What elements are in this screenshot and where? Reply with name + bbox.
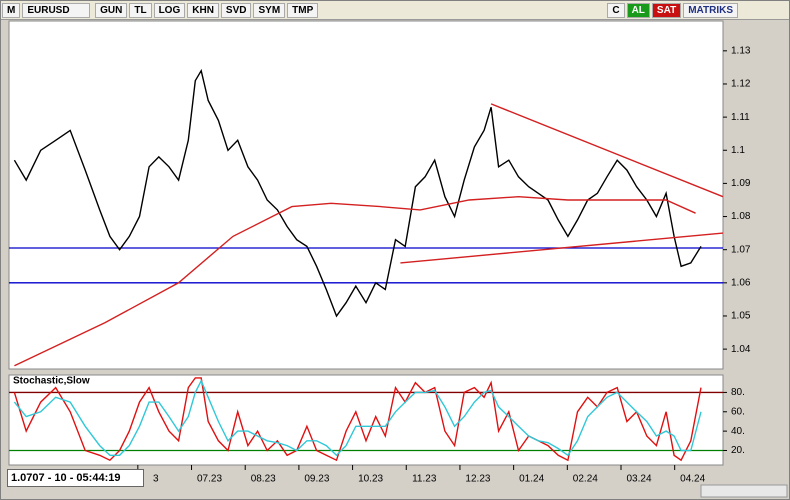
y-tick-label: 1.13	[731, 45, 751, 56]
y-tick-label: 20.	[731, 445, 745, 456]
stoch-title: Stochastic,Slow	[13, 376, 90, 387]
x-tick-label: 03.24	[626, 474, 651, 485]
x-tick-label: 02.24	[573, 474, 598, 485]
scrollbar[interactable]	[700, 484, 788, 498]
y-tick-label: 1.07	[731, 244, 751, 255]
x-tick-label: 3	[153, 474, 159, 485]
toolbar-button[interactable]: KHN	[187, 3, 219, 18]
y-tick-label: 1.1	[731, 145, 745, 156]
status-box: 1.0707 - 10 - 05:44:19	[7, 469, 144, 487]
y-tick-label: 1.06	[731, 277, 751, 288]
price-panel	[8, 20, 724, 370]
y-tick-label: 1.11	[731, 112, 750, 123]
toolbar-button[interactable]: SAT	[651, 3, 682, 18]
series-line	[400, 232, 724, 264]
y-tick-label: 60.	[731, 406, 745, 417]
toolbar-button[interactable]: TMP	[287, 3, 319, 18]
y-tick-label: 1.04	[731, 344, 751, 355]
toolbar-button[interactable]: SVD	[220, 3, 252, 18]
x-tick-label: 10.23	[358, 474, 383, 485]
symbol[interactable]: EURUSD	[22, 3, 91, 18]
toolbar-button[interactable]: TL	[129, 3, 152, 18]
series-line	[13, 377, 702, 462]
series-line	[14, 195, 696, 367]
y-tick-label: 1.12	[731, 79, 751, 90]
x-tick-label: 11.23	[412, 474, 437, 485]
y-tick-label: 40.	[731, 426, 745, 437]
toolbar-right: C AL SAT MATRIKS	[606, 1, 739, 20]
x-tick-label: 01.24	[519, 474, 544, 485]
toolbar: M EURUSD GUN TL LOG KHN SVD SYM TMP C AL SAT MATRI…	[1, 1, 789, 20]
series-line	[13, 68, 702, 318]
buttons: GUN TL LOG KHN SVD SYM TMP	[94, 1, 319, 20]
toolbar-button[interactable]: C	[607, 3, 625, 18]
x-tick-label: 08.23	[251, 474, 276, 485]
toolbar-button[interactable]: SYM	[253, 3, 286, 18]
series-line	[490, 103, 724, 198]
toolbar-button[interactable]: MATRIKS	[683, 3, 738, 18]
x-tick-label: 07.23	[197, 474, 222, 485]
menu[interactable]: M	[2, 3, 21, 18]
y-tick-label: 1.08	[731, 211, 751, 222]
x-tick-label: 04.24	[680, 474, 705, 485]
x-tick-label: 12.23	[465, 474, 490, 485]
x-tick-label: 09.23	[304, 474, 329, 485]
y-tick-label: 80.	[731, 387, 745, 398]
y-tick-label: 1.09	[731, 178, 751, 189]
y-tick-label: 1.05	[731, 311, 751, 322]
series-line	[13, 379, 702, 457]
toolbar-button[interactable]: LOG	[153, 3, 186, 18]
toolbar-button[interactable]: AL	[626, 3, 650, 18]
toolbar-button[interactable]: GUN	[95, 3, 128, 18]
